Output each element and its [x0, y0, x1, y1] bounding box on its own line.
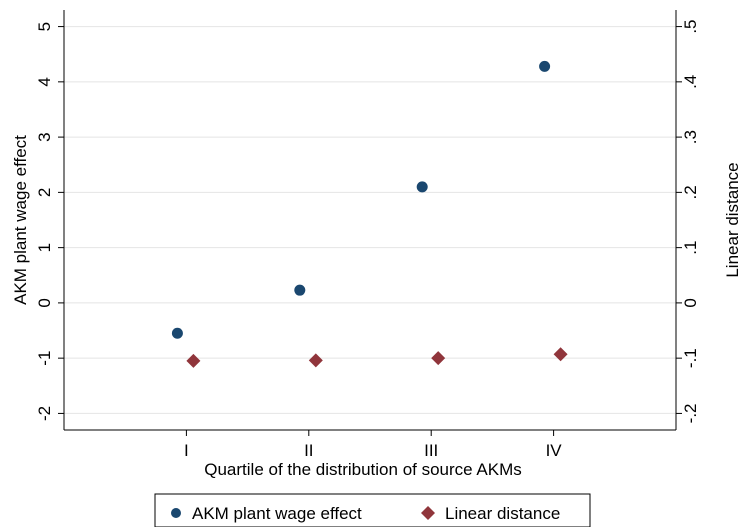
data-points — [171, 60, 568, 368]
left-tick-label: 5 — [35, 22, 54, 31]
point-akm-plant-wage-effect — [171, 327, 183, 339]
legend-label-linear-distance: Linear distance — [445, 504, 560, 523]
right-tick-label: -.2 — [681, 403, 700, 423]
right-tick-label: .5 — [681, 19, 700, 33]
legend-marker-akm — [171, 508, 181, 518]
left-tick-label: 0 — [35, 298, 54, 307]
legend-label-akm: AKM plant wage effect — [192, 504, 362, 523]
point-akm-plant-wage-effect — [294, 284, 306, 296]
point-akm-plant-wage-effect — [539, 60, 551, 72]
left-axis-title: AKM plant wage effect — [11, 135, 30, 305]
left-tick-label: 2 — [35, 188, 54, 197]
x-tick-label: IV — [546, 441, 563, 460]
x-tick-label: III — [424, 441, 438, 460]
left-tick-label: -2 — [35, 406, 54, 421]
x-axis-ticks: I II III IV — [184, 430, 562, 460]
point-linear-distance — [308, 353, 323, 368]
right-axis-title: Linear distance — [723, 162, 742, 277]
left-tick-label: -1 — [35, 351, 54, 366]
legend-box — [154, 493, 591, 527]
point-linear-distance — [553, 347, 568, 362]
right-tick-label: .1 — [681, 241, 700, 255]
x-axis-title: Quartile of the distribution of source A… — [204, 460, 522, 479]
left-axis-ticks: -2 -1 0 1 2 3 4 5 — [35, 22, 64, 421]
x-tick-label: II — [304, 441, 313, 460]
left-tick-label: 1 — [35, 243, 54, 252]
point-linear-distance — [186, 353, 201, 368]
point-akm-plant-wage-effect — [416, 181, 428, 193]
right-tick-label: .2 — [681, 185, 700, 199]
axes — [63, 10, 677, 431]
right-axis-ticks: -.2 -.1 0 .1 .2 .3 .4 .5 — [676, 19, 700, 423]
point-linear-distance — [431, 351, 446, 366]
x-tick-label: I — [184, 441, 189, 460]
gridlines — [64, 26, 676, 414]
legend-marker-linear-distance — [421, 506, 435, 520]
right-tick-label: .4 — [681, 75, 700, 89]
right-tick-label: -.1 — [681, 348, 700, 368]
left-tick-label: 4 — [35, 77, 54, 86]
right-tick-label: .3 — [681, 130, 700, 144]
legend: AKM plant wage effect Linear distance — [154, 493, 591, 527]
left-tick-label: 3 — [35, 132, 54, 141]
right-tick-label: 0 — [681, 298, 700, 307]
